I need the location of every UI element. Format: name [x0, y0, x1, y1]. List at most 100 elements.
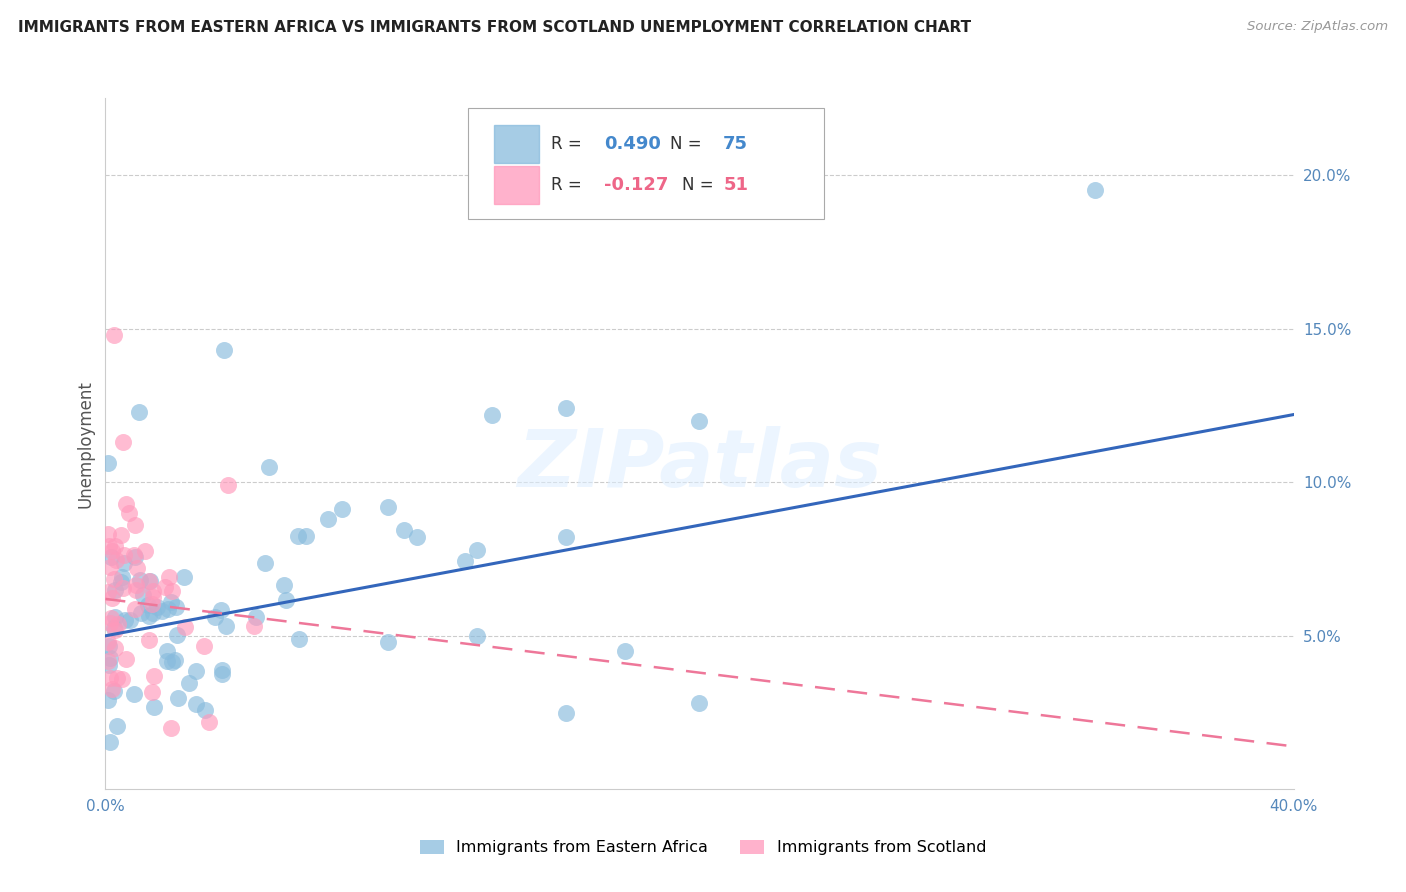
Point: [174, 620, 197, 634]
Point: [273, 578, 295, 592]
Point: [124, 518, 146, 533]
Point: [104, 583, 127, 598]
Point: [97, 540, 120, 554]
Point: [287, 632, 309, 646]
Bar: [494, 126, 538, 163]
Point: [98, 650, 121, 665]
Point: [198, 714, 221, 729]
Point: [103, 621, 125, 635]
Point: [103, 327, 125, 342]
Point: [138, 633, 160, 648]
Point: [97, 639, 120, 653]
Point: [142, 700, 165, 714]
Point: [162, 583, 184, 598]
Text: Source: ZipAtlas.com: Source: ZipAtlas.com: [1247, 20, 1388, 33]
Point: [194, 703, 217, 717]
Point: [124, 601, 146, 615]
Point: [454, 554, 477, 568]
Point: [142, 606, 165, 620]
Point: [98, 560, 121, 574]
Text: N =: N =: [669, 136, 707, 153]
Point: [122, 687, 145, 701]
Point: [104, 624, 127, 638]
Point: [142, 591, 165, 605]
Point: [103, 573, 125, 587]
Point: [465, 542, 488, 557]
Point: [257, 459, 280, 474]
Point: [214, 343, 236, 357]
Point: [97, 654, 120, 668]
Point: [554, 401, 576, 416]
Point: [101, 681, 124, 696]
Point: [162, 656, 184, 670]
Point: [101, 591, 124, 605]
Point: [97, 456, 120, 470]
Point: [193, 640, 215, 654]
Point: [141, 597, 163, 611]
Point: [146, 600, 169, 615]
Point: [204, 610, 226, 624]
Point: [112, 549, 135, 563]
Point: [165, 600, 187, 615]
Legend: Immigrants from Eastern Africa, Immigrants from Scotland: Immigrants from Eastern Africa, Immigran…: [413, 833, 993, 862]
Point: [111, 570, 134, 584]
Point: [217, 478, 239, 492]
Point: [160, 595, 183, 609]
Point: [141, 684, 163, 698]
Text: N =: N =: [682, 176, 718, 194]
Point: [287, 529, 309, 543]
Point: [129, 606, 152, 620]
Text: R =: R =: [551, 136, 586, 153]
Point: [689, 414, 711, 428]
Point: [97, 635, 120, 649]
Text: 75: 75: [723, 136, 748, 153]
Point: [110, 575, 132, 590]
Point: [406, 531, 429, 545]
Point: [110, 528, 132, 542]
Point: [159, 721, 181, 735]
Point: [481, 408, 503, 422]
Point: [243, 619, 266, 633]
Point: [115, 497, 138, 511]
FancyBboxPatch shape: [468, 109, 824, 219]
Point: [112, 556, 135, 570]
Point: [103, 683, 125, 698]
Point: [134, 544, 156, 558]
Point: [114, 613, 136, 627]
Point: [215, 619, 238, 633]
Point: [211, 667, 233, 681]
Point: [105, 672, 128, 686]
Point: [377, 635, 399, 649]
Point: [98, 615, 121, 630]
Point: [127, 561, 149, 575]
Point: [156, 654, 179, 668]
Point: [392, 523, 415, 537]
Point: [125, 578, 148, 592]
Point: [554, 531, 576, 545]
Point: [120, 613, 142, 627]
Point: [105, 719, 128, 733]
Point: [166, 628, 188, 642]
Point: [143, 669, 166, 683]
Point: [111, 672, 134, 686]
Point: [112, 581, 135, 595]
Point: [209, 603, 232, 617]
Text: 0.490: 0.490: [605, 136, 661, 153]
Point: [167, 691, 190, 706]
Point: [100, 611, 122, 625]
Point: [97, 585, 120, 599]
Point: [614, 644, 637, 658]
Point: [184, 664, 207, 678]
Text: R =: R =: [551, 176, 586, 194]
Point: [184, 697, 207, 711]
Point: [139, 574, 162, 588]
Point: [128, 405, 150, 419]
Point: [114, 651, 136, 665]
Point: [107, 616, 129, 631]
Point: [128, 574, 150, 588]
Point: [253, 556, 276, 570]
Point: [124, 582, 146, 597]
Text: -0.127: -0.127: [605, 176, 669, 194]
Point: [465, 629, 488, 643]
Point: [245, 609, 267, 624]
